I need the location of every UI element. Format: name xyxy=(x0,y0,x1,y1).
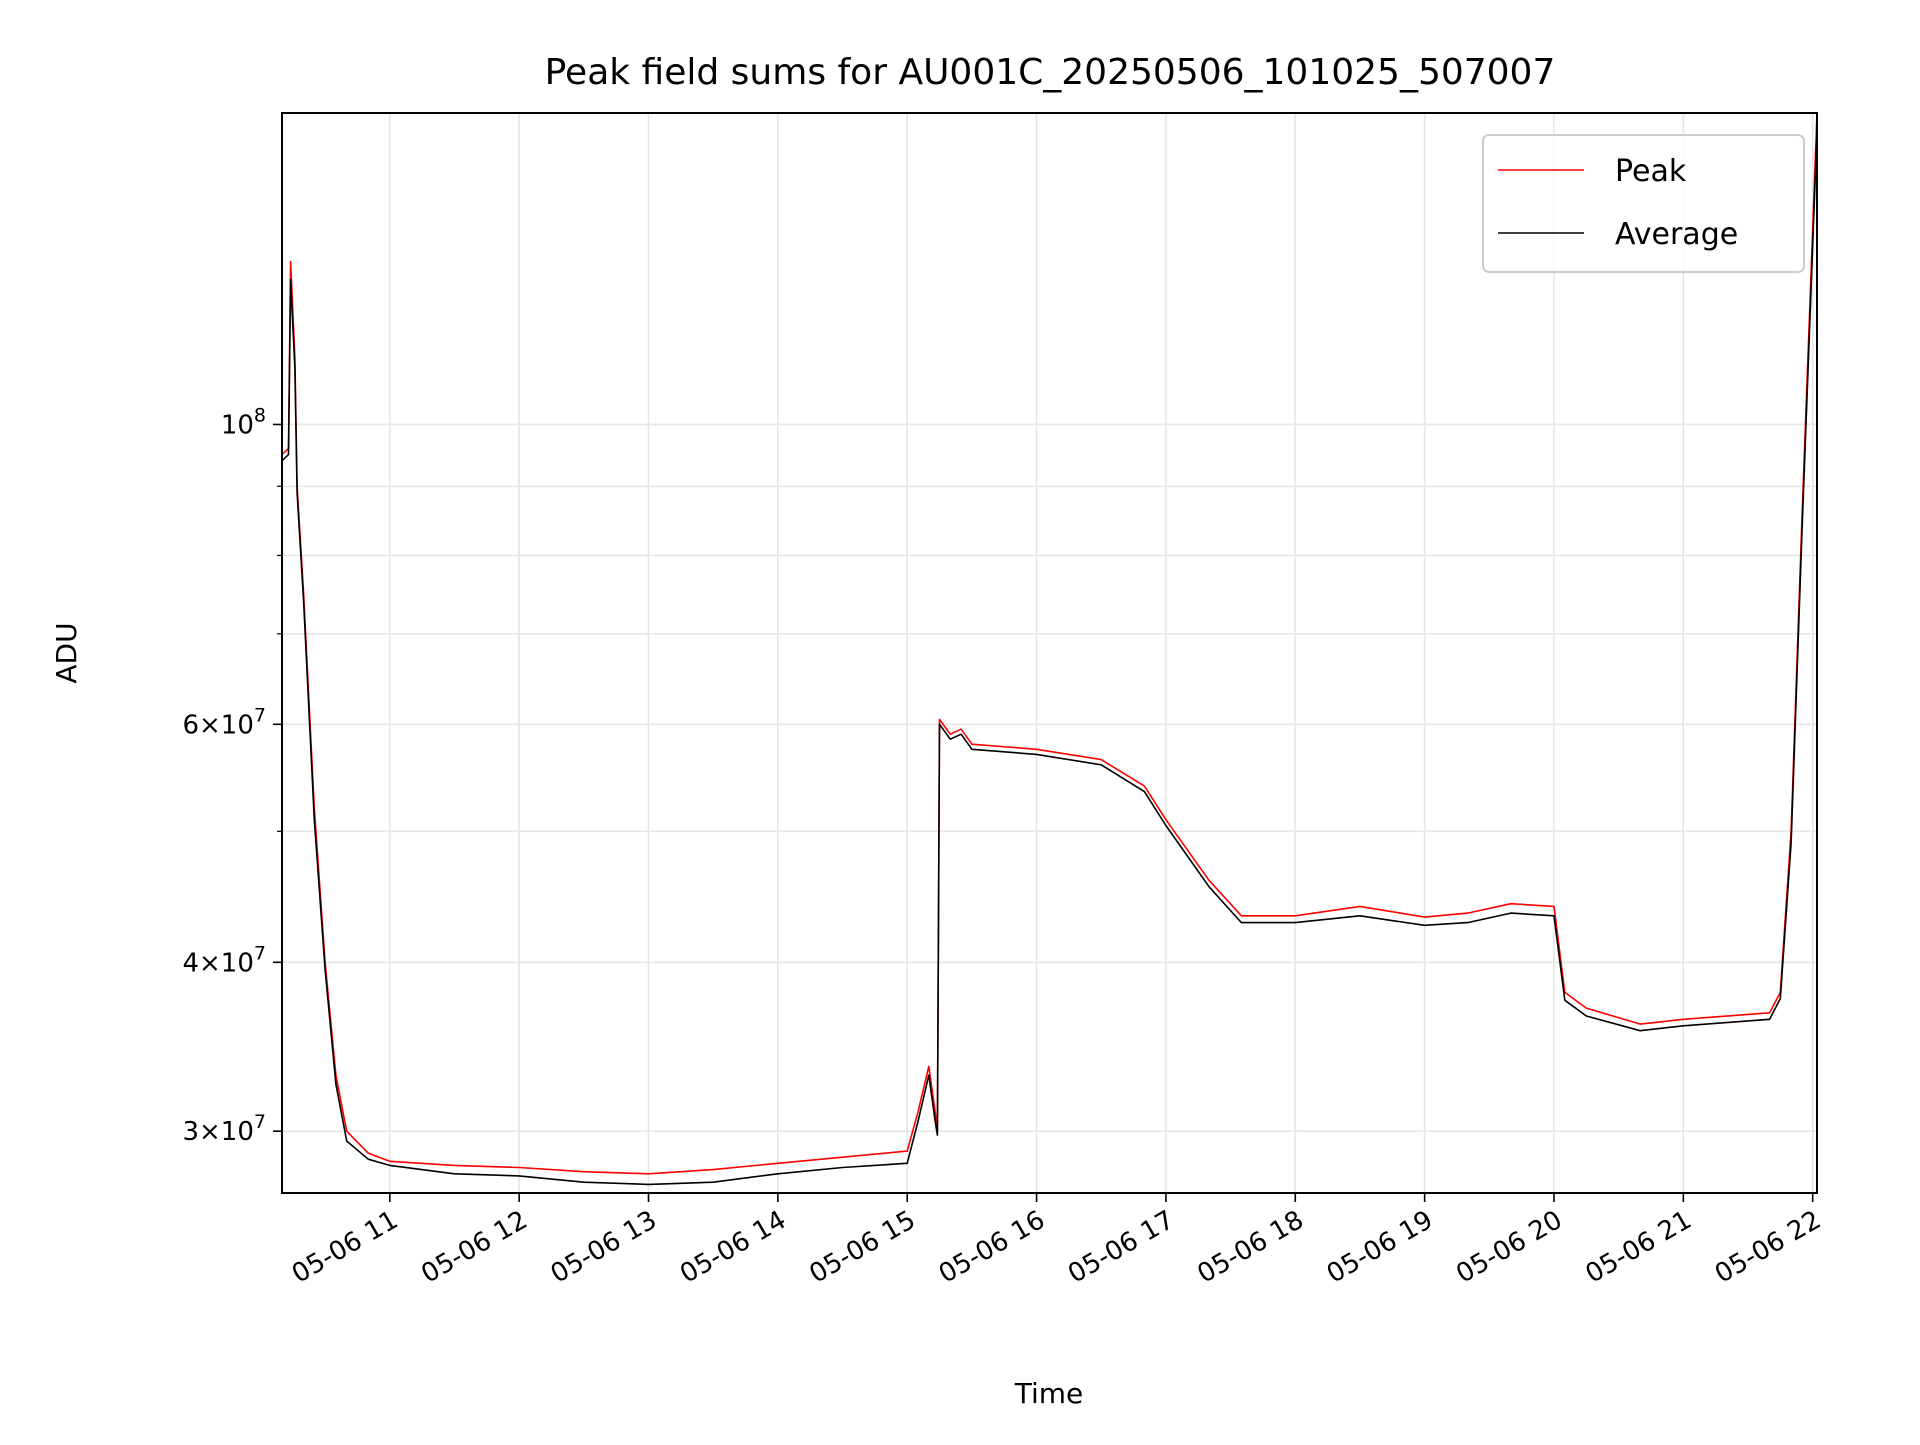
series-line-peak xyxy=(281,112,1818,1175)
grid-layer xyxy=(282,113,1817,1193)
series-line-average xyxy=(281,130,1818,1186)
y-axis-ticks: 3×107 4×107 6×107 108 xyxy=(182,404,282,1147)
series-layer xyxy=(281,112,1818,1186)
x-axis-title: Time xyxy=(1014,1377,1084,1410)
y-axis-title: ADU xyxy=(50,622,83,683)
y-tick-label: 6×107 xyxy=(182,704,266,740)
plot-frame xyxy=(281,112,1818,1194)
legend: Peak Average xyxy=(1482,134,1805,273)
legend-label-average: Average xyxy=(1615,217,1738,252)
y-tick-label: 3×107 xyxy=(182,1111,266,1147)
chart-title: Peak field sums for AU001C_20250506_1010… xyxy=(545,52,1556,93)
legend-label-peak: Peak xyxy=(1615,154,1687,189)
y-tick-label: 108 xyxy=(221,404,266,440)
y-tick-label: 4×107 xyxy=(182,942,266,978)
